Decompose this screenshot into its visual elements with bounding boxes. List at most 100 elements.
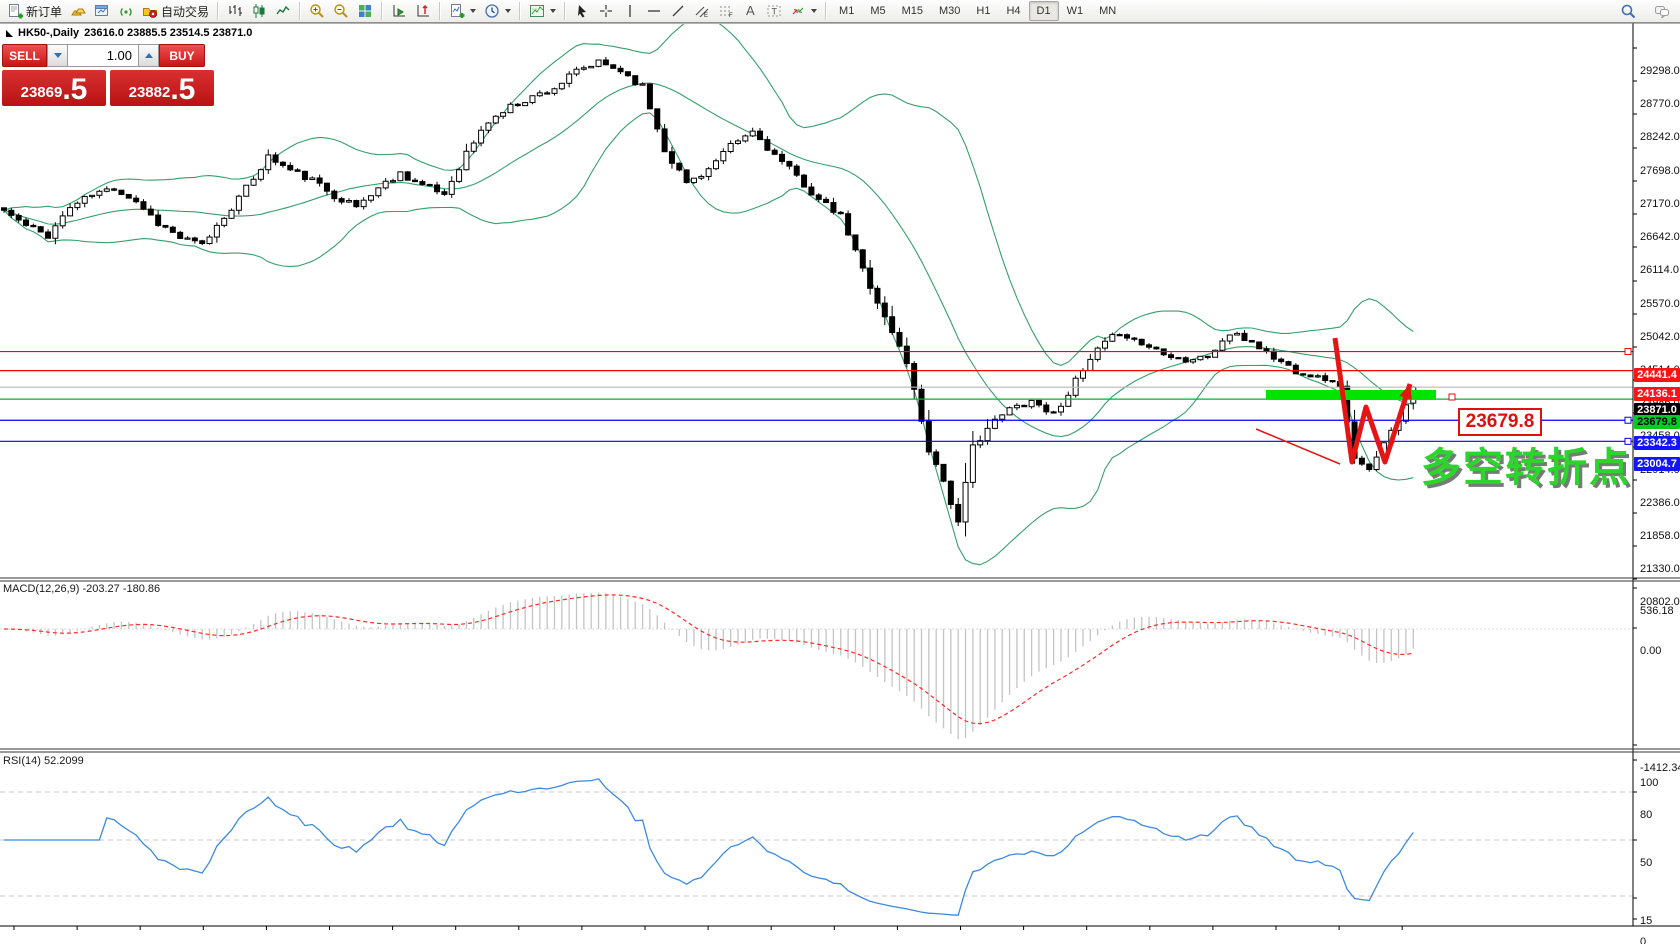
candlestick [962, 481, 969, 523]
bar-chart-button[interactable] [223, 0, 247, 22]
price-chart-canvas[interactable] [0, 23, 1680, 944]
support-zone-highlight[interactable] [1266, 390, 1436, 400]
candlestick [595, 59, 602, 67]
price-tag-23871.0: 23871.0 [1634, 403, 1680, 418]
volume-increase-button[interactable] [138, 44, 159, 67]
templates-button[interactable] [525, 0, 560, 22]
new-order-button[interactable]: 新订单 [3, 0, 66, 23]
svg-text:A: A [746, 3, 755, 18]
candlestick [426, 183, 433, 187]
candlestick [757, 130, 764, 141]
line-handle-icon[interactable] [1624, 437, 1632, 445]
candlestick [353, 200, 360, 208]
price-tick-label: 28770.0 [1640, 98, 1680, 110]
candlestick [133, 197, 140, 203]
vertical-line-button[interactable] [618, 0, 642, 22]
chart-window[interactable]: HK50-,Daily 23616.0 23885.5 23514.5 2387… [0, 23, 1680, 944]
candlestick [434, 184, 441, 193]
timeframe-m5-button[interactable]: M5 [870, 5, 886, 17]
buy-button[interactable]: BUY [159, 44, 205, 67]
chart-window-button[interactable] [90, 0, 114, 22]
zoom-in-icon [310, 4, 324, 18]
chart-shift-button[interactable] [411, 0, 435, 22]
line-chart-button[interactable] [271, 0, 295, 22]
zoom-in-button[interactable] [305, 0, 329, 22]
candlestick [1013, 404, 1020, 409]
zoom-out-button[interactable] [329, 0, 353, 22]
crosshair-button[interactable] [594, 0, 618, 22]
text-label-button[interactable]: T [762, 0, 786, 22]
candlestick [1116, 334, 1123, 337]
autotrade-button[interactable]: 自动交易 [138, 0, 213, 23]
candlestick [602, 59, 609, 66]
candlestick [1285, 361, 1292, 366]
timeframe-m30-button[interactable]: M30 [939, 5, 961, 17]
price-tag-24136.1: 24136.1 [1634, 386, 1680, 401]
candlestick [1212, 349, 1219, 358]
equidistant-channel-button[interactable]: E [690, 0, 714, 22]
timeframe-mn-button[interactable]: MN [1099, 5, 1117, 17]
indicator-tick-label: 50 [1640, 857, 1653, 869]
w-pattern-arrow[interactable] [1332, 337, 1413, 465]
timeframe-h4-button[interactable]: H4 [1006, 5, 1021, 17]
candlestick [632, 75, 639, 86]
timeframe-m15-button[interactable]: M15 [901, 5, 923, 17]
candlestick [412, 179, 419, 183]
candlestick [999, 414, 1006, 420]
candlestick [881, 302, 888, 318]
candlestick [199, 240, 206, 245]
volume-input[interactable]: 1.00 [68, 44, 138, 67]
periods-button[interactable] [480, 0, 515, 22]
candlestick [500, 112, 507, 117]
candlestick [118, 189, 125, 195]
candlestick [103, 188, 110, 192]
buy-price-box[interactable]: 23882 .5 [110, 70, 214, 106]
chart-restore-icon[interactable] [6, 29, 13, 37]
toolbar-separator [519, 2, 522, 20]
text-button[interactable]: A [738, 0, 762, 22]
timeframe-h1-button[interactable]: H1 [976, 5, 991, 17]
timeframe-d1-button[interactable]: D1 [1028, 1, 1059, 21]
autoscroll-button[interactable] [387, 0, 411, 22]
line-handle-icon[interactable] [1624, 416, 1632, 424]
volume-decrease-button[interactable] [47, 44, 68, 67]
timeframe-w1-button[interactable]: W1 [1066, 5, 1084, 17]
candlestick [89, 194, 96, 198]
indicator-tick-label: 536.18 [1640, 605, 1674, 617]
candlestick [1204, 355, 1211, 359]
candlestick [390, 180, 397, 183]
arrows-button[interactable] [786, 0, 821, 22]
signal-button[interactable] [114, 0, 138, 22]
candlestick [470, 142, 477, 152]
cursor-button[interactable] [570, 0, 594, 22]
gold-button[interactable] [66, 0, 90, 22]
candlestick [925, 420, 932, 453]
thin-red-line[interactable] [1255, 428, 1341, 465]
candlestick [1322, 375, 1329, 382]
tile-windows-button[interactable] [353, 0, 377, 22]
callout-anchor-icon[interactable] [1448, 393, 1456, 401]
fibonacci-button[interactable]: F [714, 0, 738, 22]
horizontal-line-button[interactable] [642, 0, 666, 22]
candlestick [566, 73, 573, 84]
turning-point-annotation[interactable]: 多空转折点 [1421, 446, 1631, 490]
candlestick [903, 345, 910, 365]
line-handle-icon[interactable] [1624, 348, 1632, 356]
indicators-button[interactable] [445, 0, 480, 22]
price-callout-label[interactable]: 23679.8 [1458, 408, 1542, 436]
candlestick [639, 83, 646, 86]
dropdown-caret-icon [470, 9, 477, 13]
price-tick-label: 27698.0 [1640, 165, 1680, 177]
arrows-icon [792, 7, 804, 15]
sell-button[interactable]: SELL [2, 44, 47, 67]
candlestick-chart-button[interactable] [247, 0, 271, 22]
bar-chart-icon [229, 5, 243, 16]
sell-price-box[interactable]: 23869 .5 [2, 70, 106, 106]
search-button[interactable] [1616, 0, 1640, 22]
trendline-button[interactable] [666, 0, 690, 22]
timeframe-m1-button[interactable]: M1 [839, 5, 855, 17]
candlestick [735, 140, 741, 144]
candlestick [1329, 380, 1336, 383]
candlestick [705, 168, 712, 177]
chat-button[interactable] [1650, 0, 1674, 22]
